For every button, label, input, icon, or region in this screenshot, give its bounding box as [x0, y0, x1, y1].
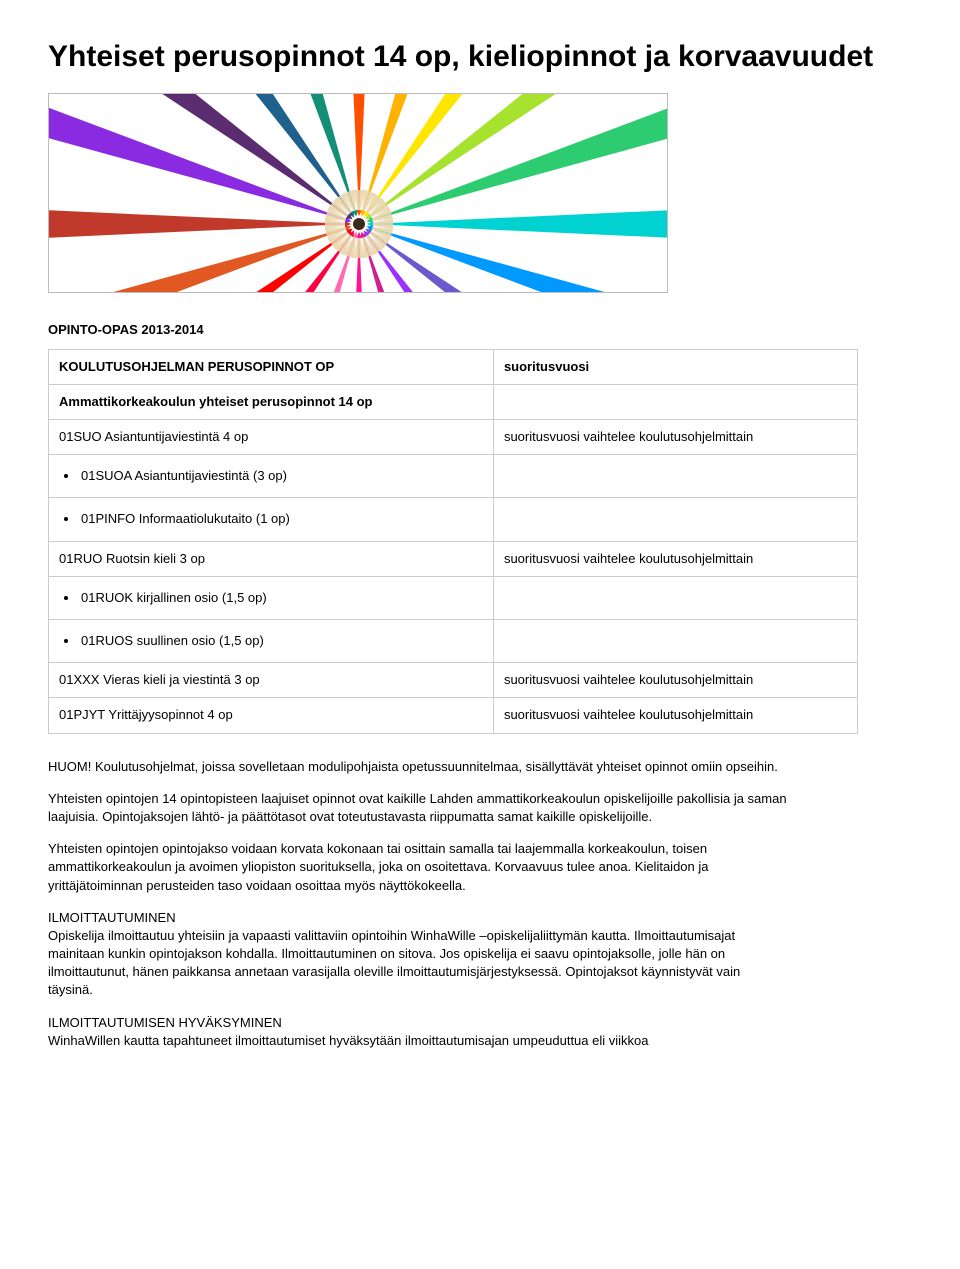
table-cell-right	[493, 576, 857, 619]
table-cell-right: suoritusvuosi vaihtelee koulutusohjelmit…	[493, 420, 857, 455]
pencil-svg	[49, 94, 668, 293]
table-cell-right	[493, 498, 857, 541]
table-cell-left: 01SUOA Asiantuntijaviestintä (3 op)	[49, 455, 494, 498]
curriculum-table: KOULUTUSOHJELMAN PERUSOPINNOT OP suoritu…	[48, 349, 858, 734]
table-row: 01PINFO Informaatiolukutaito (1 op)	[49, 498, 858, 541]
body-paragraph-truncated: WinhaWillen kautta tapahtuneet ilmoittau…	[48, 1032, 788, 1050]
table-row: 01PJYT Yrittäjyysopinnot 4 opsuoritusvuo…	[49, 698, 858, 733]
bullet-item: 01SUOA Asiantuntijaviestintä (3 op)	[79, 467, 483, 485]
table-cell-right: suoritusvuosi vaihtelee koulutusohjelmit…	[493, 541, 857, 576]
table-cell-left: 01XXX Vieras kieli ja viestintä 3 op	[49, 663, 494, 698]
body-paragraph: Yhteisten opintojen 14 opintopisteen laa…	[48, 790, 788, 826]
body-paragraph: Opiskelija ilmoittautuu yhteisiin ja vap…	[48, 927, 788, 1000]
note-paragraph: HUOM! Koulutusohjelmat, joissa sovelleta…	[48, 758, 788, 776]
table-cell-left: 01RUO Ruotsin kieli 3 op	[49, 541, 494, 576]
table-cell-right	[493, 455, 857, 498]
table-cell-left: 01PJYT Yrittäjyysopinnot 4 op	[49, 698, 494, 733]
table-row: 01RUOS suullinen osio (1,5 op)	[49, 620, 858, 663]
table-header-left: KOULUTUSOHJELMAN PERUSOPINNOT OP	[49, 349, 494, 384]
table-cell-left: Ammattikorkeakoulun yhteiset perusopinno…	[49, 384, 494, 419]
table-cell-right	[493, 620, 857, 663]
table-cell-left: 01RUOS suullinen osio (1,5 op)	[49, 620, 494, 663]
bullet-item: 01RUOS suullinen osio (1,5 op)	[79, 632, 483, 650]
table-cell-right: suoritusvuosi vaihtelee koulutusohjelmit…	[493, 663, 857, 698]
table-row: 01SUO Asiantuntijaviestintä 4 opsuoritus…	[49, 420, 858, 455]
page-title: Yhteiset perusopinnot 14 op, kieliopinno…	[48, 40, 912, 75]
table-cell-left: 01SUO Asiantuntijaviestintä 4 op	[49, 420, 494, 455]
table-row: Ammattikorkeakoulun yhteiset perusopinno…	[49, 384, 858, 419]
table-row: 01RUOK kirjallinen osio (1,5 op)	[49, 576, 858, 619]
table-cell-left: 01RUOK kirjallinen osio (1,5 op)	[49, 576, 494, 619]
bullet-item: 01RUOK kirjallinen osio (1,5 op)	[79, 589, 483, 607]
table-row: 01XXX Vieras kieli ja viestintä 3 opsuor…	[49, 663, 858, 698]
table-header-right: suoritusvuosi	[493, 349, 857, 384]
table-cell-left: 01PINFO Informaatiolukutaito (1 op)	[49, 498, 494, 541]
table-cell-right	[493, 384, 857, 419]
table-row: 01RUO Ruotsin kieli 3 opsuoritusvuosi va…	[49, 541, 858, 576]
guide-heading: OPINTO-OPAS 2013-2014	[48, 321, 912, 339]
table-cell-right: suoritusvuosi vaihtelee koulutusohjelmit…	[493, 698, 857, 733]
body-paragraph: Yhteisten opintojen opintojakso voidaan …	[48, 840, 788, 895]
table-row: 01SUOA Asiantuntijaviestintä (3 op)	[49, 455, 858, 498]
section-heading-registration: ILMOITTAUTUMINEN	[48, 909, 788, 927]
hero-image-pencils	[48, 93, 668, 293]
bullet-item: 01PINFO Informaatiolukutaito (1 op)	[79, 510, 483, 528]
section-heading-approval: ILMOITTAUTUMISEN HYVÄKSYMINEN	[48, 1014, 788, 1032]
